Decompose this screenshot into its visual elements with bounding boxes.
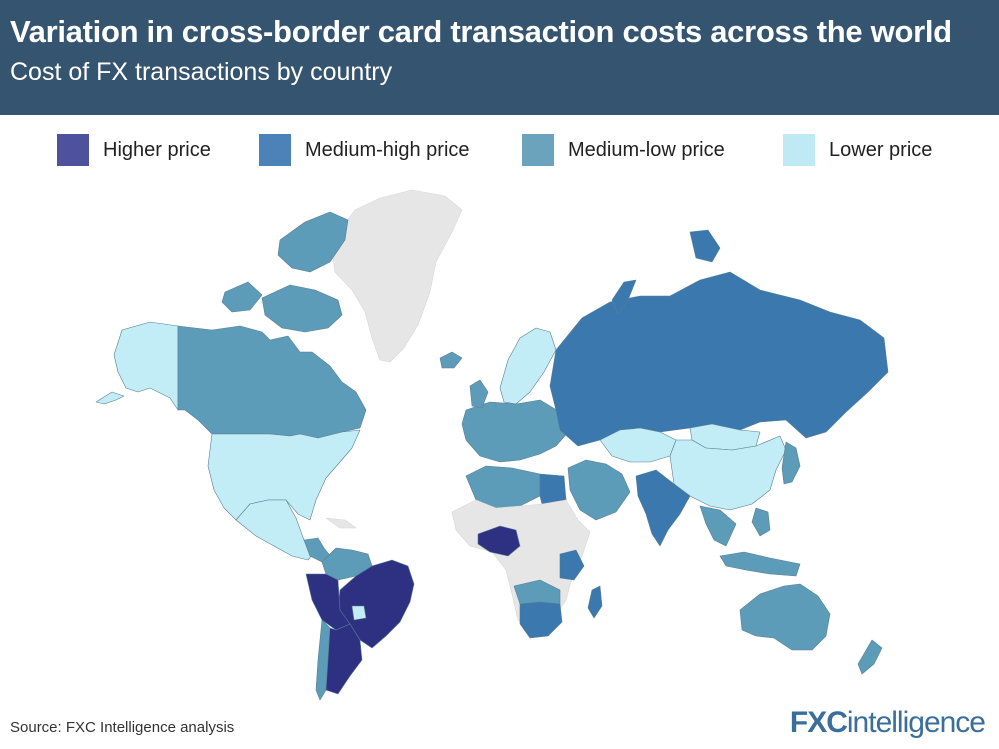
header-banner: Variation in cross-border card transacti… bbox=[0, 0, 999, 115]
region-uk bbox=[469, 379, 489, 409]
legend-label-higher: Higher price bbox=[103, 138, 211, 161]
region-iceland bbox=[439, 351, 463, 369]
region-canada-arctic bbox=[261, 284, 343, 333]
legend-swatch-medium-high bbox=[259, 134, 291, 166]
logo-fxc-part: FXC bbox=[789, 706, 848, 739]
region-cuba bbox=[325, 517, 357, 529]
region-europe bbox=[461, 399, 571, 463]
region-japan bbox=[781, 441, 801, 485]
region-australia bbox=[739, 583, 831, 651]
legend-item-medium-low: Medium-low price bbox=[522, 133, 725, 167]
region-novaya-zemlya bbox=[611, 279, 637, 315]
region-russia bbox=[549, 271, 889, 447]
region-uruguay bbox=[351, 605, 367, 621]
region-alaska bbox=[113, 321, 179, 411]
logo-intelligence-part: intelligence bbox=[846, 706, 986, 739]
region-philippines bbox=[751, 507, 771, 537]
world-map bbox=[95, 189, 889, 701]
source-note: Source: FXC Intelligence analysis bbox=[10, 719, 235, 736]
region-kenya bbox=[559, 549, 585, 581]
region-south-africa bbox=[519, 601, 563, 639]
region-indonesia bbox=[719, 551, 801, 577]
legend-swatch-medium-low bbox=[522, 134, 554, 166]
region-scandinavia bbox=[499, 327, 557, 405]
region-greenland bbox=[331, 189, 463, 363]
legend-swatch-lower bbox=[783, 134, 815, 166]
region-united-states bbox=[207, 429, 361, 521]
legend-label-medium-high: Medium-high price bbox=[305, 138, 470, 161]
legend-item-medium-high: Medium-high price bbox=[259, 133, 470, 167]
fxc-logo: FXCintelligence bbox=[789, 706, 986, 740]
region-russia-island bbox=[689, 229, 721, 263]
page-title: Variation in cross-border card transacti… bbox=[10, 14, 952, 49]
region-madagascar bbox=[587, 585, 603, 619]
region-canada-arctic-2 bbox=[277, 211, 349, 273]
legend-item-lower: Lower price bbox=[783, 133, 932, 167]
page-subtitle: Cost of FX transactions by country bbox=[10, 58, 393, 86]
legend-item-higher: Higher price bbox=[57, 133, 211, 167]
legend: Higher price Medium-high price Medium-lo… bbox=[0, 133, 999, 167]
region-canada bbox=[177, 325, 367, 439]
legend-label-lower: Lower price bbox=[829, 138, 933, 161]
region-canada-arctic-3 bbox=[221, 281, 263, 313]
region-middle-east bbox=[567, 459, 631, 521]
region-new-zealand bbox=[857, 639, 883, 675]
legend-label-medium-low: Medium-low price bbox=[568, 138, 725, 161]
region-southeast-asia bbox=[699, 505, 737, 547]
region-india bbox=[635, 469, 691, 547]
region-argentina bbox=[325, 623, 363, 695]
region-china bbox=[669, 435, 787, 511]
region-nigeria bbox=[477, 525, 521, 557]
region-egypt bbox=[539, 473, 567, 505]
legend-swatch-higher bbox=[57, 134, 89, 166]
region-alaska-chain bbox=[95, 391, 125, 405]
